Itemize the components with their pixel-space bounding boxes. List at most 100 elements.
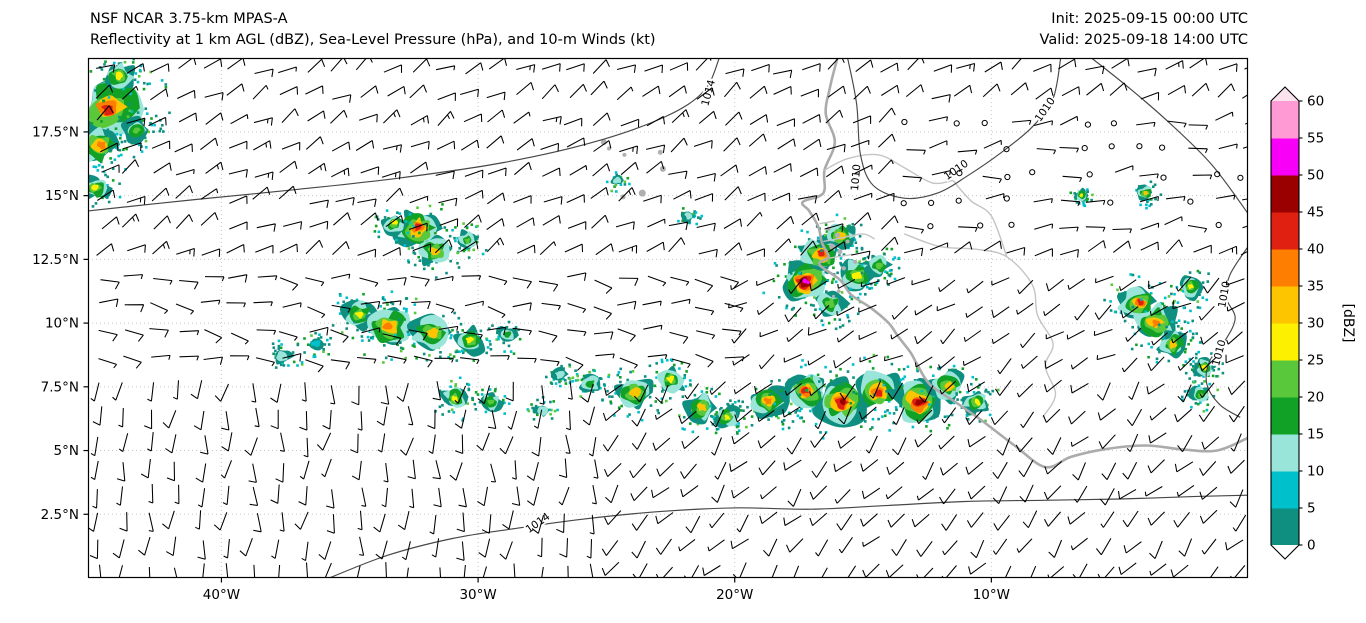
wind-barb [992, 538, 1008, 555]
reflectivity-speckle [848, 224, 851, 228]
reflectivity-speckle [401, 347, 405, 350]
wind-barb [397, 510, 410, 531]
reflectivity-cell [465, 336, 475, 344]
wind-barb [966, 512, 984, 528]
wind-barb [177, 89, 196, 99]
wind-barb [878, 159, 894, 175]
reflectivity-speckle [454, 350, 458, 354]
reflectivity-speckle [615, 173, 618, 177]
wind-barb [429, 515, 437, 535]
reflectivity-speckle [598, 377, 602, 380]
wind-barb [1046, 437, 1062, 455]
reflectivity-speckle [785, 306, 788, 310]
calm-wind-circle [1008, 221, 1015, 228]
reflectivity-cell [96, 141, 106, 150]
wind-barb [254, 68, 274, 78]
wind-barb [633, 384, 649, 403]
wind-barb [1120, 306, 1139, 319]
reflectivity-speckle [97, 164, 101, 167]
wind-barb [725, 68, 745, 77]
reflectivity-speckle [839, 261, 842, 265]
reflectivity-speckle [854, 241, 858, 244]
wind-barb [486, 218, 505, 231]
reflectivity-speckle [1155, 357, 1159, 361]
wind-barb [516, 244, 536, 254]
border-river [903, 233, 1057, 418]
reflectivity-speckle [700, 214, 703, 218]
reflectivity-speckle [800, 365, 803, 369]
wind-barb [673, 190, 692, 200]
wind-barb [1048, 539, 1063, 558]
reflectivity-speckle [390, 290, 394, 293]
reflectivity-speckle [377, 230, 381, 234]
wind-barb [853, 212, 872, 226]
wind-barb [1128, 381, 1140, 400]
reflectivity-cell [685, 213, 693, 219]
wind-barb [1070, 382, 1089, 394]
reflectivity-speckle [804, 363, 807, 367]
reflectivity-speckle [402, 307, 406, 310]
wind-barb [797, 195, 818, 204]
wind-barb [204, 329, 223, 344]
reflectivity-speckle [884, 410, 887, 414]
wind-barb [836, 514, 853, 531]
calm-wind-circle [1215, 221, 1222, 229]
reflectivity-speckle [830, 281, 834, 284]
reflectivity-speckle [391, 302, 395, 306]
reflectivity-speckle [1137, 275, 1141, 278]
reflectivity-speckle [471, 398, 474, 402]
reflectivity-speckle [1194, 356, 1198, 360]
wind-barb [853, 85, 871, 100]
reflectivity-speckle [1119, 311, 1123, 314]
reflectivity-speckle [835, 213, 839, 217]
wind-barb [567, 302, 587, 314]
wind-barb [1112, 228, 1132, 234]
reflectivity-speckle [462, 349, 466, 353]
wind-barb [991, 277, 1010, 286]
wind-barb [1043, 379, 1062, 393]
reflectivity-speckle [860, 425, 863, 428]
wind-barb [1017, 279, 1034, 295]
reflectivity-speckle [609, 402, 613, 405]
colorbar-segment [1271, 101, 1299, 139]
reflectivity-speckle [1158, 282, 1162, 285]
reflectivity-speckle [129, 92, 132, 96]
wind-barb [542, 167, 561, 177]
wind-barb [558, 486, 570, 506]
reflectivity-speckle [407, 261, 411, 264]
reflectivity-speckle [371, 337, 374, 340]
isobar-layer [88, 58, 1248, 578]
reflectivity-speckle [783, 263, 786, 266]
reflectivity-speckle [489, 348, 493, 351]
wind-barb [1242, 146, 1248, 149]
wind-barb [1086, 82, 1105, 96]
wind-barb [1010, 82, 1029, 96]
wind-barb [1022, 510, 1038, 529]
reflectivity-speckle [338, 312, 342, 315]
reflectivity-speckle [884, 414, 887, 418]
wind-barb [1122, 461, 1138, 480]
reflectivity-speckle [396, 211, 399, 214]
isobar-label: 1010 [1216, 280, 1232, 308]
reflectivity-speckle [866, 285, 869, 289]
reflectivity-speckle [789, 260, 792, 264]
reflectivity-speckle [691, 213, 694, 216]
wind-barb [1018, 459, 1034, 478]
reflectivity-cell [276, 350, 288, 362]
wind-barb [299, 460, 310, 480]
wind-barb [537, 537, 543, 558]
reflectivity-speckle [147, 130, 150, 134]
reflectivity-speckle [1182, 306, 1186, 310]
wind-barb [774, 238, 792, 253]
wind-barb [883, 354, 903, 362]
reflectivity-speckle [734, 401, 737, 404]
reflectivity-speckle [416, 206, 419, 209]
reflectivity-speckle [1184, 360, 1188, 363]
wind-barb [828, 241, 847, 253]
wind-barb [933, 64, 953, 73]
reflectivity-speckle [545, 375, 548, 379]
wind-barb [1095, 275, 1114, 284]
reflectivity-speckle [1195, 332, 1198, 335]
wind-barb [618, 187, 636, 202]
wind-barb [357, 248, 377, 258]
